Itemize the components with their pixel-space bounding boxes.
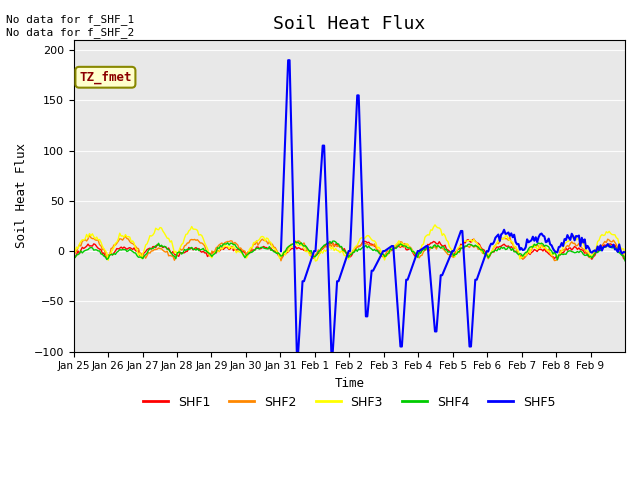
SHF4	[464, 241, 472, 247]
SHF1	[463, 238, 470, 243]
Line: SHF3: SHF3	[74, 225, 625, 261]
SHF3	[548, 252, 556, 258]
SHF2	[620, 252, 627, 258]
SHF2	[277, 258, 285, 264]
SHF5	[621, 250, 629, 255]
SHF3	[621, 252, 629, 257]
SHF1	[547, 252, 554, 258]
Text: TZ_fmet: TZ_fmet	[79, 71, 132, 84]
SHF3	[466, 238, 474, 243]
SHF2	[548, 253, 556, 259]
SHF1	[621, 257, 629, 263]
SHF4	[329, 238, 337, 244]
SHF3	[312, 258, 319, 264]
Text: No data for f_SHF_1
No data for f_SHF_2: No data for f_SHF_1 No data for f_SHF_2	[6, 14, 134, 38]
Y-axis label: Soil Heat Flux: Soil Heat Flux	[15, 144, 28, 248]
SHF1	[353, 244, 361, 250]
SHF4	[621, 258, 629, 264]
SHF5	[463, 298, 470, 303]
SHF2	[356, 243, 364, 249]
X-axis label: Time: Time	[334, 377, 364, 390]
SHF2	[108, 245, 115, 251]
SHF1	[106, 252, 113, 258]
Line: SHF5: SHF5	[281, 60, 625, 351]
SHF3	[88, 231, 96, 237]
SHF4	[88, 245, 96, 251]
SHF5	[617, 249, 625, 254]
SHF2	[90, 236, 98, 241]
SHF1	[70, 254, 77, 260]
SHF1	[618, 251, 626, 257]
Line: SHF4: SHF4	[74, 241, 625, 261]
SHF5	[353, 93, 361, 98]
SHF3	[106, 252, 113, 257]
Legend: SHF1, SHF2, SHF3, SHF4, SHF5: SHF1, SHF2, SHF3, SHF4, SHF5	[138, 391, 561, 414]
SHF4	[355, 246, 362, 252]
SHF3	[431, 222, 439, 228]
SHF4	[618, 252, 626, 258]
SHF4	[547, 247, 554, 252]
SHF1	[88, 243, 96, 249]
SHF1	[470, 236, 477, 242]
SHF2	[86, 232, 93, 238]
Title: Soil Heat Flux: Soil Heat Flux	[273, 15, 426, 33]
SHF3	[355, 239, 362, 245]
SHF3	[70, 252, 77, 258]
SHF4	[70, 255, 77, 261]
Line: SHF2: SHF2	[74, 235, 625, 261]
SHF2	[466, 245, 474, 251]
SHF2	[70, 252, 77, 258]
Line: SHF1: SHF1	[74, 239, 625, 260]
SHF5	[545, 236, 552, 241]
SHF3	[620, 246, 627, 252]
SHF4	[106, 252, 113, 258]
SHF2	[621, 254, 629, 260]
